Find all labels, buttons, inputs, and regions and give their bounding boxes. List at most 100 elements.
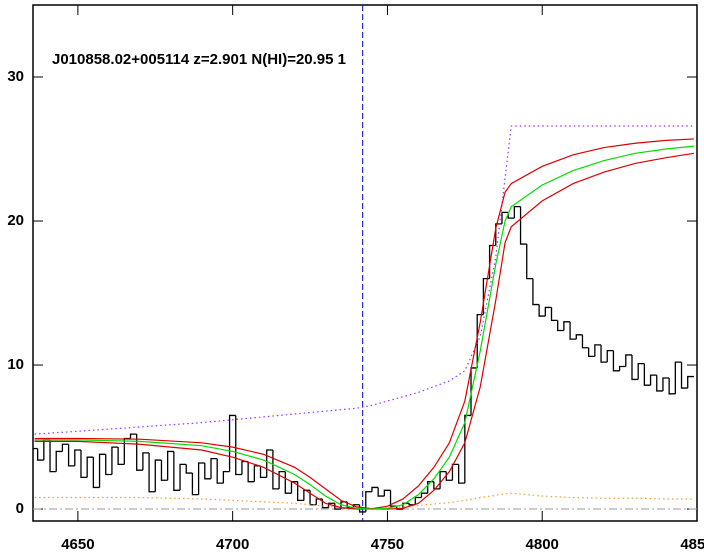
flux-step (371, 486, 379, 492)
flux-step (228, 414, 236, 472)
flux-step (668, 377, 676, 395)
flux-step (445, 471, 453, 481)
flux-step (173, 451, 181, 491)
flux-step (117, 447, 125, 466)
flux-step (148, 452, 156, 493)
flux-step (687, 375, 694, 389)
flux-step (439, 470, 447, 489)
flux-step (612, 350, 620, 372)
flux-step (563, 321, 571, 331)
flux-step (80, 450, 88, 479)
flux-step (315, 498, 323, 505)
flux-step (513, 205, 521, 219)
flux-step (383, 489, 391, 497)
flux-step (303, 489, 311, 501)
flux-step (142, 452, 150, 471)
x-tick-label: 4650 (61, 536, 94, 553)
flux-step (55, 450, 63, 472)
flux-step (49, 439, 57, 473)
flux-step (67, 444, 75, 467)
flux-step (365, 491, 372, 512)
model-line (34, 145, 694, 510)
flux-step (662, 377, 670, 391)
flux-step (154, 459, 162, 492)
flux-step (433, 481, 441, 490)
flux-step (241, 460, 249, 475)
flux-step (594, 344, 602, 357)
flux-step (179, 463, 187, 491)
flux-step (464, 414, 472, 484)
flux-step (160, 460, 168, 481)
flux-step (92, 457, 100, 489)
flux-step (680, 362, 688, 389)
flux-step (538, 304, 546, 317)
flux-step (637, 362, 645, 380)
flux-step (309, 490, 317, 506)
flux-step (272, 450, 280, 490)
flux-step (544, 306, 552, 317)
flux-step (557, 320, 564, 332)
flux-step (259, 465, 267, 479)
flux-step (247, 461, 255, 483)
flux-step (216, 458, 224, 484)
flux-step (327, 502, 335, 508)
x-tick-label: 4700 (216, 536, 249, 553)
flux-step (451, 463, 459, 481)
flux-step (507, 212, 515, 219)
flux-step (253, 465, 261, 482)
flux-step (167, 450, 174, 481)
flux-step (297, 481, 304, 502)
flux-step (550, 307, 558, 322)
flux-step (600, 344, 608, 363)
flux-step (674, 361, 682, 394)
x-tick-label: 4800 (526, 536, 559, 553)
flux-step (532, 278, 540, 306)
flux-step (352, 504, 360, 508)
model-line (34, 152, 694, 510)
flux-step (519, 206, 527, 245)
flux-step (197, 462, 205, 495)
x-tick-label: 4750 (371, 536, 404, 553)
flux-step (222, 470, 230, 484)
flux-step (61, 443, 69, 452)
flux-step (526, 244, 533, 280)
flux-step (656, 375, 663, 392)
flux-step (457, 464, 465, 484)
y-tick-label: 30 (7, 68, 24, 85)
flux-step (581, 334, 589, 349)
flux-step (86, 456, 94, 478)
flux-step (204, 462, 211, 480)
flux-step (402, 502, 410, 510)
y-tick-label: 20 (7, 212, 24, 229)
flux-step (191, 473, 199, 496)
flux-step (278, 470, 286, 489)
model-line (34, 125, 694, 435)
flux-step (111, 446, 119, 475)
flux-step (185, 464, 193, 474)
model-line (34, 138, 694, 510)
flux-step (631, 354, 639, 381)
flux-step (618, 365, 626, 371)
flux-step (43, 439, 51, 461)
flux-step (569, 321, 577, 340)
flux-step (74, 449, 81, 466)
flux-step (420, 492, 428, 498)
flux-step (414, 496, 422, 505)
flux-step (588, 347, 595, 358)
flux-step (210, 457, 218, 479)
flux-step (136, 434, 143, 471)
flux-step (625, 354, 632, 367)
flux-step (129, 433, 137, 439)
flux-step (98, 453, 106, 488)
flux-step (649, 374, 657, 386)
model-line (34, 492, 694, 509)
chart-title: J010858.02+005114 z=2.901 N(HI)=20.95 1 (52, 51, 346, 68)
flux-step (235, 415, 242, 476)
flux-step (606, 349, 614, 363)
plot-frame (32, 4, 698, 522)
flux-step (643, 363, 651, 386)
y-tick-label: 0 (16, 500, 24, 517)
flux-step (36, 448, 44, 461)
